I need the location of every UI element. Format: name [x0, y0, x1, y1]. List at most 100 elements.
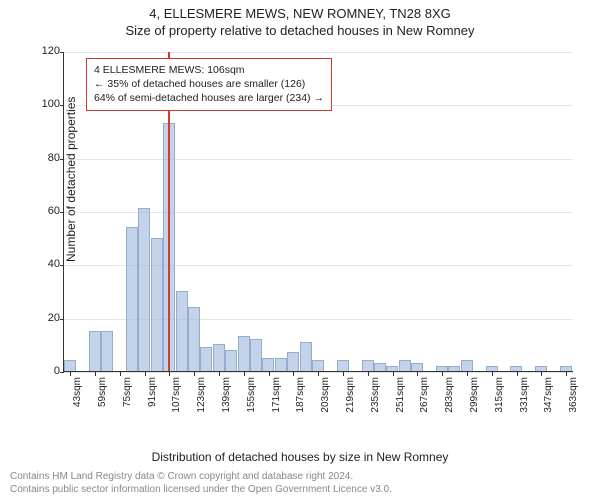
xtick-label: 187sqm — [295, 377, 306, 427]
ytick-label: 40 — [32, 258, 60, 270]
ytick-mark — [60, 212, 64, 213]
x-axis-label: Distribution of detached houses by size … — [0, 450, 600, 464]
xtick-mark — [293, 372, 294, 376]
histogram-bar — [386, 366, 398, 371]
xtick-mark — [145, 372, 146, 376]
xtick-label: 139sqm — [221, 377, 232, 427]
histogram-bar — [188, 307, 200, 371]
xtick-label: 107sqm — [171, 377, 182, 427]
histogram-bar — [399, 360, 411, 371]
page-title-line2: Size of property relative to detached ho… — [0, 23, 600, 38]
histogram-bar — [362, 360, 374, 371]
annotation-box: 4 ELLESMERE MEWS: 106sqm← 35% of detache… — [86, 58, 332, 111]
xtick-label: 251sqm — [395, 377, 406, 427]
histogram-bar — [287, 352, 299, 371]
histogram-bar — [101, 331, 113, 371]
histogram-bar — [151, 238, 163, 371]
gridline — [64, 159, 573, 160]
xtick-label: 283sqm — [444, 377, 455, 427]
xtick-label: 155sqm — [246, 377, 257, 427]
xtick-mark — [442, 372, 443, 376]
histogram-bar — [213, 344, 225, 371]
gridline — [64, 52, 573, 53]
xtick-mark — [194, 372, 195, 376]
xtick-mark — [95, 372, 96, 376]
histogram-bar — [312, 360, 324, 371]
gridline — [64, 212, 573, 213]
xtick-mark — [269, 372, 270, 376]
annotation-line: ← 35% of detached houses are smaller (12… — [94, 77, 324, 91]
xtick-label: 363sqm — [568, 377, 579, 427]
xtick-mark — [219, 372, 220, 376]
xtick-label: 75sqm — [122, 377, 133, 427]
xtick-label: 91sqm — [147, 377, 158, 427]
attribution-line1: Contains HM Land Registry data © Crown c… — [10, 470, 392, 483]
gridline — [64, 265, 573, 266]
xtick-mark — [492, 372, 493, 376]
xtick-label: 299sqm — [469, 377, 480, 427]
histogram-bar — [262, 358, 274, 371]
xtick-label: 43sqm — [72, 377, 83, 427]
histogram-bar — [275, 358, 287, 371]
histogram-bar — [374, 363, 386, 371]
ytick-mark — [60, 265, 64, 266]
histogram-bar — [225, 350, 237, 371]
chart-area: Number of detached properties 0204060801… — [63, 52, 573, 422]
xtick-mark — [393, 372, 394, 376]
histogram-bar — [411, 363, 423, 371]
ytick-label: 60 — [32, 205, 60, 217]
histogram-bar — [337, 360, 349, 371]
gridline — [64, 319, 573, 320]
annotation-line: 4 ELLESMERE MEWS: 106sqm — [94, 63, 324, 77]
histogram-bar — [89, 331, 101, 371]
histogram-bar — [560, 366, 572, 371]
xtick-label: 331sqm — [519, 377, 530, 427]
attribution-line2: Contains public sector information licen… — [10, 483, 392, 496]
histogram-bar — [486, 366, 498, 371]
histogram-bar — [300, 342, 312, 371]
histogram-bar — [448, 366, 460, 371]
xtick-label: 267sqm — [419, 377, 430, 427]
annotation-line: 64% of semi-detached houses are larger (… — [94, 91, 324, 105]
ytick-label: 20 — [32, 312, 60, 324]
xtick-mark — [318, 372, 319, 376]
xtick-mark — [368, 372, 369, 376]
histogram-bar — [138, 208, 150, 371]
histogram-bar — [238, 336, 250, 371]
xtick-label: 59sqm — [97, 377, 108, 427]
xtick-label: 235sqm — [370, 377, 381, 427]
histogram-bar — [126, 227, 138, 371]
xtick-label: 203sqm — [320, 377, 331, 427]
xtick-label: 171sqm — [271, 377, 282, 427]
xtick-mark — [244, 372, 245, 376]
ytick-label: 0 — [32, 365, 60, 377]
histogram-bar — [535, 366, 547, 371]
page-title-line1: 4, ELLESMERE MEWS, NEW ROMNEY, TN28 8XG — [0, 6, 600, 21]
ytick-label: 100 — [32, 98, 60, 110]
histogram-bar — [200, 347, 212, 371]
xtick-mark — [417, 372, 418, 376]
histogram-bar — [64, 360, 76, 371]
histogram-bar — [176, 291, 188, 371]
xtick-label: 315sqm — [494, 377, 505, 427]
xtick-label: 219sqm — [345, 377, 356, 427]
attribution: Contains HM Land Registry data © Crown c… — [10, 470, 392, 496]
xtick-mark — [566, 372, 567, 376]
histogram-bar — [250, 339, 262, 371]
ytick-mark — [60, 159, 64, 160]
ytick-mark — [60, 52, 64, 53]
xtick-mark — [70, 372, 71, 376]
histogram-bar — [510, 366, 522, 371]
xtick-mark — [169, 372, 170, 376]
ytick-mark — [60, 372, 64, 373]
xtick-mark — [541, 372, 542, 376]
xtick-mark — [343, 372, 344, 376]
ytick-label: 120 — [32, 45, 60, 57]
xtick-mark — [517, 372, 518, 376]
histogram-bar — [461, 360, 473, 371]
ytick-mark — [60, 319, 64, 320]
xtick-mark — [120, 372, 121, 376]
chart-plot: 02040608010012043sqm59sqm75sqm91sqm107sq… — [63, 52, 573, 372]
ytick-label: 80 — [32, 152, 60, 164]
histogram-bar — [436, 366, 448, 371]
